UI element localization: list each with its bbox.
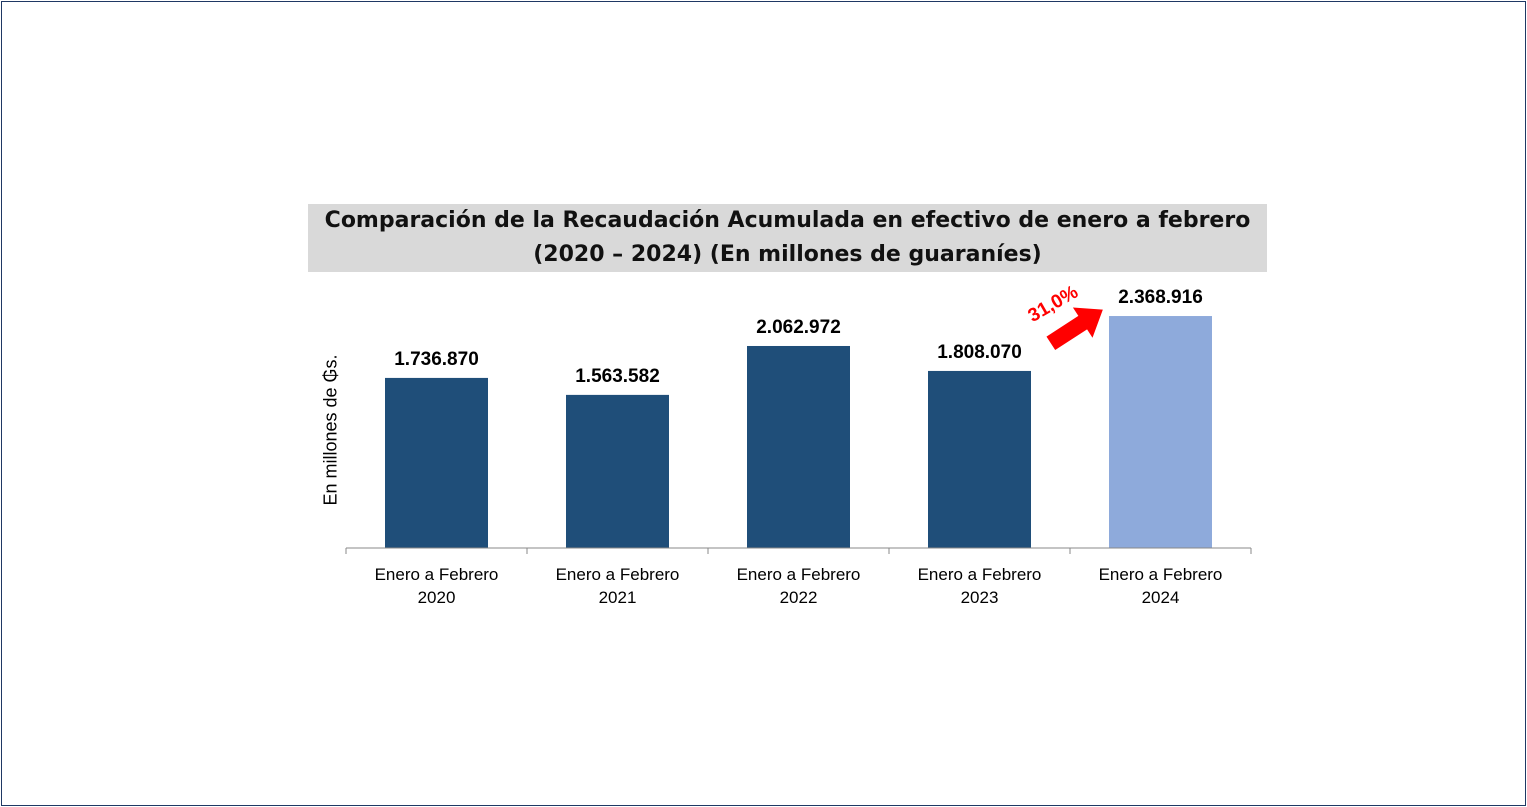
bar [747, 345, 850, 548]
data-label: 1.808.070 [937, 342, 1022, 363]
x-tick-label: Enero a Febrero [1099, 565, 1223, 584]
bar [566, 394, 669, 548]
x-tick-label: Enero a Febrero [737, 565, 861, 584]
x-tick-label: 2020 [418, 588, 456, 607]
x-tick-label: Enero a Febrero [556, 565, 680, 584]
chart-title-line2: (2020 – 2024) (En millones de guaraníes) [533, 242, 1042, 267]
x-tick-label: Enero a Febrero [918, 565, 1042, 584]
x-tick-label: 2021 [599, 588, 637, 607]
chart-title-line1: Comparación de la Recaudación Acumulada … [324, 208, 1251, 233]
bar [928, 370, 1031, 548]
data-label: 1.563.582 [575, 366, 660, 387]
x-tick-label: 2022 [780, 588, 818, 607]
x-tick-label: Enero a Febrero [375, 565, 499, 584]
x-tick-label: 2024 [1142, 588, 1180, 607]
chart-title: Comparación de la Recaudación Acumulada … [308, 204, 1267, 272]
data-label: 2.368.916 [1118, 287, 1203, 308]
data-label: 2.062.972 [756, 317, 841, 338]
bar [1109, 316, 1212, 548]
data-label: 1.736.870 [394, 349, 479, 370]
arrow-up-right-icon [1046, 307, 1103, 351]
bar [385, 377, 488, 548]
arrow-shape [1046, 307, 1103, 351]
x-tick-label: 2023 [961, 588, 999, 607]
